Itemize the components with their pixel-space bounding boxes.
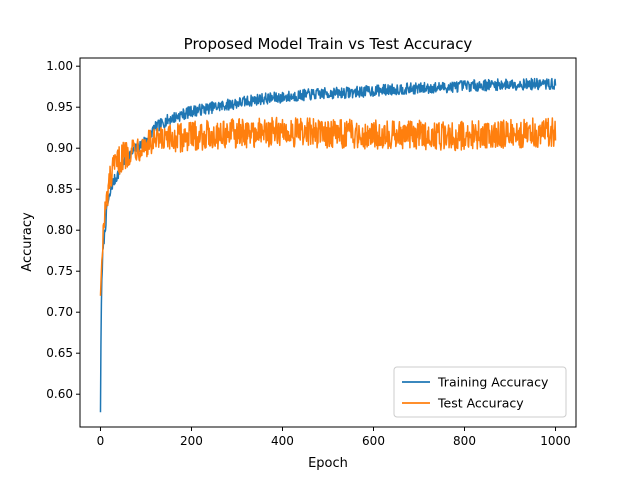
legend: Training Accuracy Test Accuracy [393,366,567,418]
series-line-test-accuracy [99,116,557,296]
y-tick-label: 0.80 [46,223,73,237]
x-tick-label: 1000 [540,434,571,448]
axes-frame [79,57,577,428]
x-axis-label: Epoch [308,456,348,471]
x-axis-ticks: 0 200 400 600 800 1000 [97,427,571,448]
y-tick-label: 0.75 [46,264,73,278]
x-tick-label: 600 [362,434,385,448]
y-axis-ticks: 0.60 0.65 0.70 0.75 0.80 0.85 0.90 0.95 1.00 [46,59,80,401]
y-tick-label: 0.65 [46,346,73,360]
plot-area [99,77,557,413]
y-tick-label: 0.90 [46,141,73,155]
y-tick-label: 1.00 [46,59,73,73]
y-tick-label: 0.60 [46,387,73,401]
x-tick-label: 800 [453,434,476,448]
y-tick-label: 0.85 [46,182,73,196]
legend-label: Test Accuracy [437,396,524,411]
y-tick-label: 0.95 [46,100,73,114]
x-tick-label: 0 [97,434,105,448]
series-line-training-accuracy [99,77,557,413]
x-tick-label: 400 [271,434,294,448]
y-tick-label: 0.70 [46,305,73,319]
legend-label: Training Accuracy [437,375,549,390]
legend-box [393,366,567,418]
x-tick-label: 200 [180,434,203,448]
y-axis-label: Accuracy [20,212,35,272]
chart-title: Proposed Model Train vs Test Accuracy [184,35,473,53]
